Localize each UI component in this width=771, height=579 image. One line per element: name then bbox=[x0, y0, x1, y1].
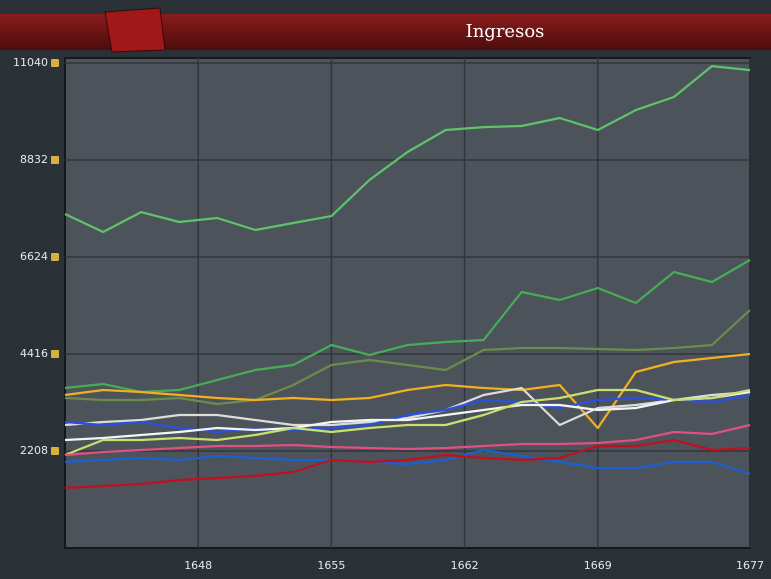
chart-title: Ingresos bbox=[466, 21, 545, 42]
series-line bbox=[64, 388, 751, 457]
coin-icon bbox=[51, 253, 59, 261]
series-line bbox=[64, 393, 751, 434]
y-tick-label: 4416 bbox=[20, 347, 48, 360]
coin-icon bbox=[51, 447, 59, 455]
series-line bbox=[64, 390, 751, 442]
x-tick-label: 1662 bbox=[451, 559, 479, 572]
series-line bbox=[64, 438, 751, 490]
coin-icon bbox=[51, 59, 59, 67]
series-line bbox=[64, 423, 751, 457]
series-line bbox=[64, 65, 751, 234]
series-line bbox=[64, 386, 751, 427]
y-tick-label: 2208 bbox=[20, 444, 48, 457]
x-tick-label: 1648 bbox=[184, 559, 212, 572]
x-tick-label: 1677 bbox=[736, 559, 764, 572]
coin-icon bbox=[51, 350, 59, 358]
x-tick-label: 1655 bbox=[317, 559, 345, 572]
y-tick-label: 11040 bbox=[13, 56, 48, 69]
series-line bbox=[64, 259, 751, 394]
coin-icon bbox=[51, 156, 59, 164]
series-line bbox=[64, 448, 751, 476]
plot-area bbox=[64, 57, 751, 549]
series-line bbox=[64, 309, 751, 406]
x-tick-label: 1669 bbox=[584, 559, 612, 572]
y-tick-label: 6624 bbox=[20, 250, 48, 263]
y-tick-label: 8832 bbox=[20, 153, 48, 166]
series-line bbox=[64, 352, 751, 430]
header-ornament bbox=[104, 7, 166, 53]
